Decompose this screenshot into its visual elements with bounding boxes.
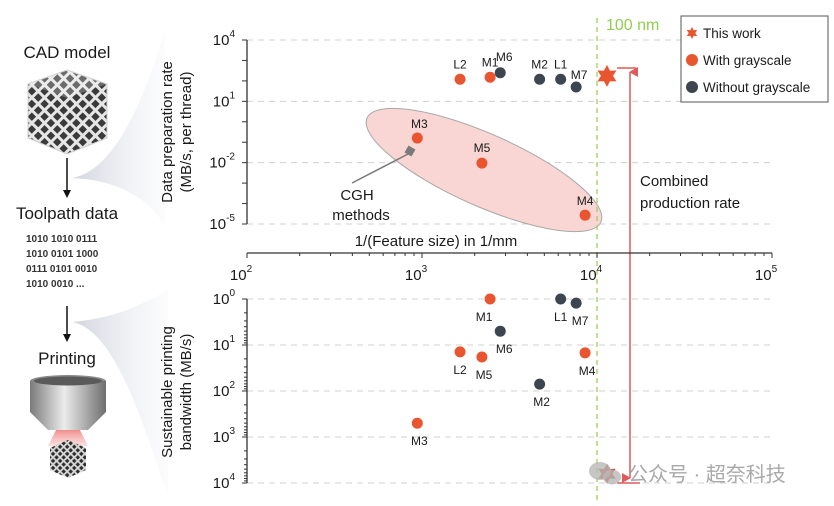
point-m5-lower <box>476 351 488 363</box>
arrow-head-1 <box>63 190 71 198</box>
upper-y-title-line1: Data preparation rate <box>159 61 176 203</box>
point-m2-lower <box>534 378 546 390</box>
grid-lines <box>247 39 775 484</box>
point-m5-upper <box>476 157 488 169</box>
fan-lower <box>72 290 168 495</box>
point-label: M2 <box>533 395 550 409</box>
point-label: M4 <box>579 364 596 378</box>
this-work-star-upper <box>597 64 617 87</box>
x-tick-label: 105 <box>755 264 778 284</box>
wechat-icon-bubble <box>603 469 621 485</box>
nm-100-label: 100 nm <box>606 17 659 34</box>
legend-circle-icon <box>686 54 698 66</box>
legend-box <box>680 15 829 103</box>
point-label: M3 <box>411 117 428 131</box>
binary-line: 0111 0101 0010 <box>26 264 98 275</box>
legend-label: With grayscale <box>703 53 792 68</box>
cgh-label-line2: methods <box>332 207 390 224</box>
workflow: CAD model Toolpath data 1010 1010 0111 1… <box>16 43 119 478</box>
point-m7-upper <box>570 81 582 93</box>
point-label: M1 <box>476 310 493 324</box>
step-cad-label: CAD model <box>24 43 111 62</box>
upper-y-title-line2: (MB/s, per thread) <box>178 72 195 193</box>
step-toolpath-label: Toolpath data <box>16 204 119 223</box>
cgh-ellipse <box>365 107 603 233</box>
point-label: L1 <box>554 310 568 324</box>
upper-y-tick-label: 104 <box>213 29 236 49</box>
upper-y-axis-title: Data preparation rate (MB/s, per thread) <box>159 61 195 203</box>
cgh-label-line1: CGH <box>340 187 373 204</box>
combined-label-line1: Combined <box>640 173 708 190</box>
point-m3-lower <box>411 417 423 429</box>
point-m1-upper <box>484 71 496 83</box>
point-l1-upper <box>555 73 567 85</box>
point-m3-upper <box>411 132 423 144</box>
point-m1-lower <box>484 293 496 305</box>
watermark: 公众号 · 超奈科技 <box>589 462 786 486</box>
binary-line: 1010 0010 ... <box>26 279 85 290</box>
point-label: M7 <box>571 68 588 82</box>
step-printing-label: Printing <box>38 349 96 368</box>
fan-upper <box>72 30 165 226</box>
lower-y-tick-label: 104 <box>213 472 236 492</box>
legend-circle-icon <box>686 81 698 93</box>
combined-rate-bracket <box>617 67 640 484</box>
point-l2-upper <box>454 73 466 85</box>
point-l2-lower <box>454 346 466 358</box>
legend-label: This work <box>703 26 761 41</box>
point-label: M6 <box>496 342 513 356</box>
lower-y-tick-label: 101 <box>213 334 236 354</box>
combined-label-line2: production rate <box>640 195 740 212</box>
arrow-head-2 <box>63 334 71 342</box>
x-axis-title: 1/(Feature size) in 1/mm <box>355 233 518 250</box>
lower-y-title-line2: bandwidth (MB/s) <box>178 334 195 451</box>
lower-y-axis-title: Sustainable printing bandwidth (MB/s) <box>159 326 195 458</box>
x-tick-label: 102 <box>230 264 253 284</box>
print-nozzle-icon <box>30 375 106 478</box>
point-m4-lower <box>579 347 591 359</box>
point-label: L2 <box>453 363 467 377</box>
point-label: L2 <box>453 57 467 71</box>
point-label: M6 <box>496 50 513 64</box>
point-m6-lower <box>494 325 506 337</box>
binary-line: 1010 1010 0111 <box>26 234 98 245</box>
point-label: M5 <box>474 141 491 155</box>
legend-label: Without grayscale <box>703 80 810 95</box>
point-label: M1 <box>482 55 499 69</box>
lattice-cube-icon <box>27 69 108 155</box>
binary-line: 1010 0101 1000 <box>26 249 99 260</box>
x-tick-label: 104 <box>580 264 603 284</box>
legend-star-icon <box>686 27 698 39</box>
upper-y-tick-label: 101 <box>213 90 236 110</box>
point-m2-upper <box>534 73 546 85</box>
point-m6-upper <box>494 67 506 79</box>
point-label: M3 <box>411 434 428 448</box>
upper-y-tick-label: 10-5 <box>209 213 235 233</box>
point-label: L1 <box>554 57 568 71</box>
point-l1-lower <box>555 293 567 305</box>
point-label: M5 <box>476 368 493 382</box>
lower-y-tick-label: 102 <box>213 380 236 400</box>
legend: This work With grayscale Without grayscale <box>680 15 829 103</box>
x-tick-label: 103 <box>405 264 428 284</box>
axes: 102 103 104 105 104 101 10-2 10-5 100 101 102 103 10… <box>209 29 777 492</box>
cgh-pointer-line <box>351 152 411 184</box>
upper-y-tick-label: 10-2 <box>209 152 235 172</box>
watermark-text: 公众号 · 超奈科技 <box>628 463 786 486</box>
lower-y-title-line1: Sustainable printing <box>159 326 176 458</box>
binary-data-icon: 1010 1010 0111 1010 0101 1000 0111 0101 … <box>26 234 99 290</box>
point-label: M7 <box>572 314 589 328</box>
point-label: M4 <box>577 194 594 208</box>
lower-y-tick-label: 100 <box>213 288 236 308</box>
lower-y-tick-label: 103 <box>213 426 236 446</box>
point-label: M2 <box>531 57 548 71</box>
cgh-pointer-marker <box>404 145 416 157</box>
point-m7-lower <box>570 297 582 309</box>
point-m4-upper <box>579 209 591 221</box>
